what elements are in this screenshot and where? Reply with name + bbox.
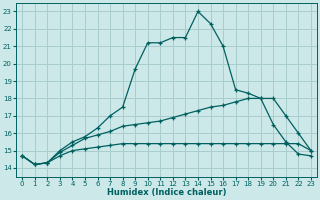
X-axis label: Humidex (Indice chaleur): Humidex (Indice chaleur) <box>107 188 226 197</box>
